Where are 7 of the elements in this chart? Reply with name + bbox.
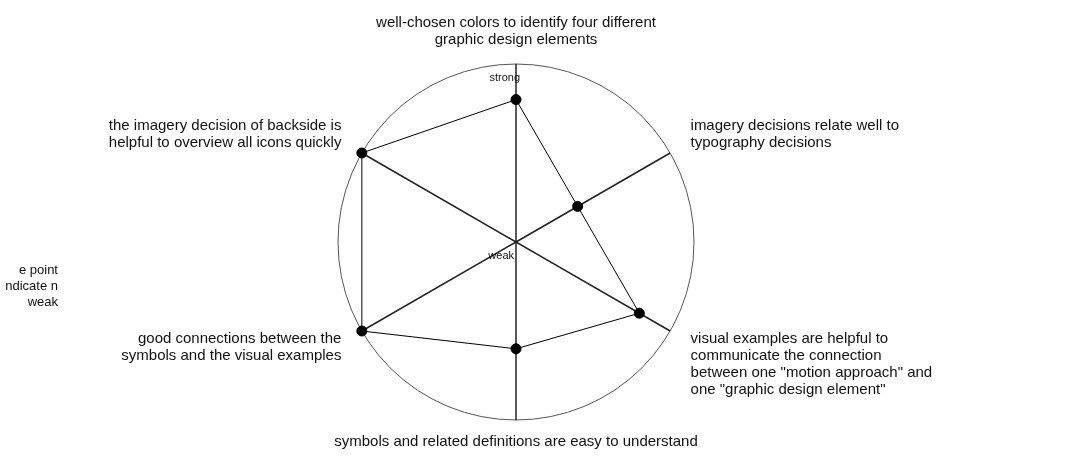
text: e point ndicate n weak [5, 261, 59, 309]
spoke-label: good connections between the symbols and the visual examples [121, 329, 342, 364]
spoke-label: symbols and related definitions are easy to understand [334, 432, 698, 450]
spoke-label: visual examples are helpful to communicate the connection between one "motion approach" and one "graphic design element" [690, 329, 933, 398]
spoke-label: well-chosen colors to identify four different graphic design elements [375, 13, 657, 48]
spoke-label: imagery decisions relate well to typography decisions [690, 116, 899, 151]
spoke-label: the imagery decision of backside is helpful to overview all icons quickly [108, 116, 342, 151]
